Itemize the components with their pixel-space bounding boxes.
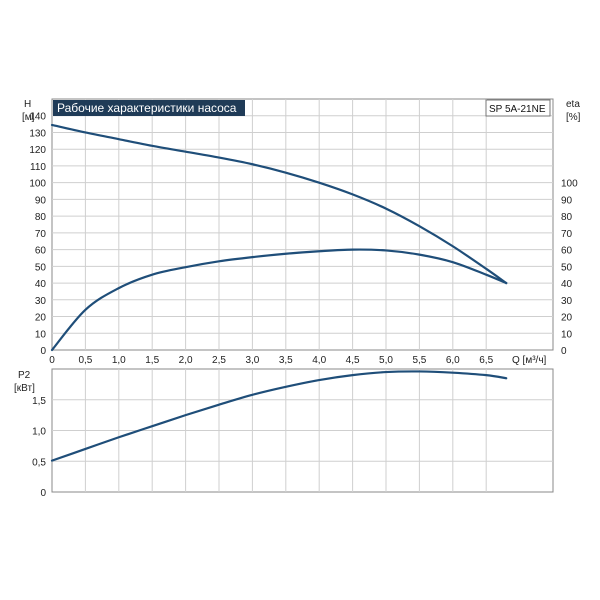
x-tick-label: 6,5: [479, 355, 493, 366]
y2-tick-label: 100: [561, 179, 578, 190]
power-curve-line: [50, 370, 508, 462]
y-axis-unit-p2: [кВт]: [14, 383, 35, 394]
performance-series: [50, 123, 508, 352]
x-tick-label: 5,0: [379, 355, 393, 366]
power-series: [50, 370, 508, 462]
y-axis-label-p2: P2: [18, 370, 31, 381]
title-box: Рабочие характеристики насоса: [53, 100, 245, 116]
y-tick-label: 110: [30, 162, 46, 173]
model-label: SP 5A-21NE: [489, 104, 546, 115]
performance-tick-labels: 0 0,5 1,0 1,5 2,0 2,5 3,0 3,5 4,0 4,5 5,0 5,5 6,0 6,5…: [29, 112, 578, 366]
model-box: SP 5A-21NE: [485, 99, 551, 117]
x-tick-label: 1,0: [112, 355, 126, 366]
y-tick-label: 40: [35, 279, 47, 290]
x-tick-label: 4,0: [312, 355, 326, 366]
y-tick-label: 60: [35, 246, 47, 257]
y2-tick-label: 70: [561, 229, 573, 240]
p2-tick-label: 0: [40, 488, 46, 499]
y-axis-unit-h: [м]: [22, 112, 35, 123]
x-tick-label: 1,5: [145, 355, 159, 366]
y-tick-label: 30: [35, 296, 47, 307]
efficiency-curve-line: [50, 248, 508, 352]
x-tick-label: 0,5: [78, 355, 92, 366]
y2-tick-label: 80: [561, 212, 573, 223]
y-tick-label: 100: [29, 179, 46, 190]
y2-tick-label: 30: [561, 296, 573, 307]
y-tick-label: 0: [40, 346, 46, 357]
y-tick-label: 70: [35, 229, 47, 240]
y2-tick-label: 90: [561, 195, 573, 206]
y-tick-label: 120: [29, 145, 46, 156]
y2-tick-label: 20: [561, 313, 573, 324]
chart-title: Рабочие характеристики насоса: [57, 101, 237, 115]
power-curve-outline: [51, 370, 507, 462]
performance-panel: 0 0,5 1,0 1,5 2,0 2,5 3,0 3,5 4,0 4,5 5,0 5,5 6,0 6,5…: [22, 98, 581, 366]
x-tick-label: 2,5: [212, 355, 226, 366]
y-tick-label: 50: [35, 262, 47, 273]
x-tick-label: 2,0: [179, 355, 193, 366]
head-curve-line: [50, 123, 508, 285]
x-tick-label: 6,0: [446, 355, 460, 366]
y-tick-label: 80: [35, 212, 47, 223]
x-tick-label: 4,5: [346, 355, 360, 366]
power-panel: 0 0,5 1,0 1,5 P2 [кВт]: [14, 368, 554, 499]
x-axis-label: Q [м³/ч]: [512, 355, 547, 366]
y2-tick-label: 0: [561, 346, 567, 357]
x-tick-label: 0: [49, 355, 55, 366]
p2-tick-label: 0,5: [32, 457, 46, 468]
performance-grid: [52, 99, 553, 350]
y2-tick-label: 40: [561, 279, 573, 290]
x-tick-label: 3,0: [245, 355, 259, 366]
performance-frame: [51, 98, 554, 351]
x-tick-label: 3,5: [279, 355, 293, 366]
power-grid: [52, 369, 553, 492]
y-tick-label: 20: [35, 313, 47, 324]
y-tick-label: 130: [29, 128, 46, 139]
y-tick-label: 10: [35, 329, 47, 340]
y2-tick-label: 50: [561, 262, 573, 273]
y2-axis-label-eta: eta: [566, 99, 580, 110]
p2-tick-label: 1,0: [32, 427, 46, 438]
y2-axis-unit-eta: [%]: [566, 112, 581, 123]
p2-tick-label: 1,5: [32, 396, 46, 407]
y-tick-label: 90: [35, 195, 47, 206]
y-tick-label: 140: [29, 112, 46, 123]
y-axis-label-h: H: [24, 99, 31, 110]
power-tick-labels: 0 0,5 1,0 1,5: [32, 396, 46, 499]
x-tick-label: 5,5: [412, 355, 426, 366]
y2-tick-label: 10: [561, 329, 573, 340]
y2-tick-label: 60: [561, 246, 573, 257]
